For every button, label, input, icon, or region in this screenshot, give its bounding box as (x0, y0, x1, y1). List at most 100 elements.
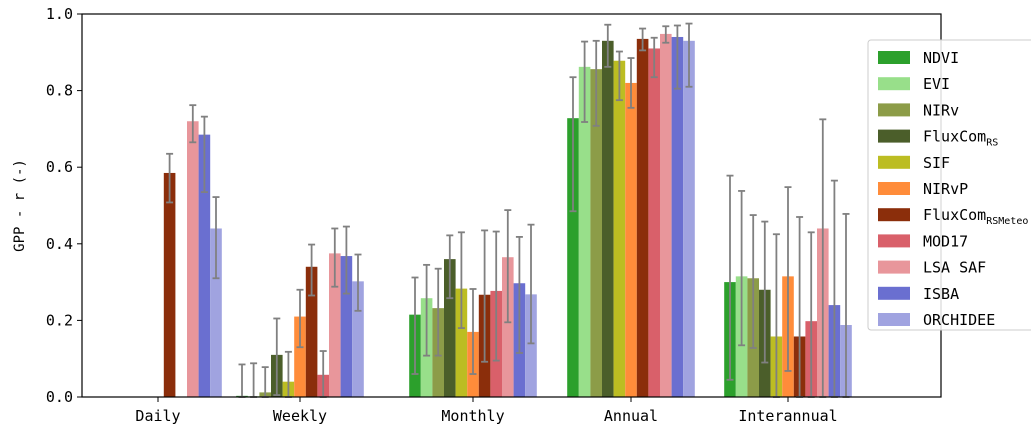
bar-orchidee-annual (683, 40, 695, 398)
errorbar-evi-monthly (423, 263, 431, 357)
bar-orchidee-weekly (352, 281, 364, 397)
errorbar-fluxcomrs-annual (604, 23, 612, 68)
legend-swatch-isba (878, 286, 910, 300)
bar-lsa-saf-weekly (329, 253, 341, 398)
errorbar-nirvp-interannual (784, 186, 792, 372)
errorbar-nirvp-monthly (469, 288, 477, 375)
errorbar-fluxcomrsmeteo-monthly (481, 229, 489, 363)
errorbar-ndvi-weekly (238, 363, 246, 398)
errorbar-evi-annual (581, 40, 589, 123)
errorbar-isba-annual (673, 24, 681, 90)
legend-label-evi: EVI (923, 75, 950, 93)
y-tick-label: 0.2 (46, 311, 73, 329)
legend-label-mod17: MOD17 (923, 232, 968, 250)
y-tick-label: 0.0 (46, 388, 73, 406)
errorbar-fluxcomrsmeteo-weekly (308, 243, 316, 297)
errorbar-mod17-monthly (492, 230, 500, 362)
errorbar-evi-interannual (738, 190, 746, 347)
legend-label-lsa-saf: LSA SAF (923, 259, 986, 277)
bar-lsa-saf-annual (660, 33, 672, 398)
errorbar-fluxcomrs-monthly (446, 234, 454, 300)
errorbar-orchidee-monthly (527, 223, 535, 345)
legend-label-ndvi: NDVI (923, 49, 959, 67)
bar-orchidee-daily (210, 228, 222, 397)
errorbar-fluxcomrsmeteo-daily (166, 152, 174, 204)
errorbar-fluxcomrs-weekly (273, 317, 281, 396)
bar-fluxcomrs-monthly (444, 259, 456, 397)
legend-swatch-lsa-saf (878, 260, 910, 274)
bar-lsa-saf-monthly (502, 257, 514, 397)
legend-swatch-fluxcomrs (878, 129, 910, 143)
bar-nirvp-annual (625, 82, 637, 397)
legend-swatch-ndvi (878, 51, 910, 64)
errorbar-sif-annual (615, 50, 623, 102)
y-tick-label: 1.0 (46, 5, 73, 23)
legend-subscript-fluxcomrs: RS (986, 138, 998, 149)
errorbar-orchidee-weekly (354, 253, 362, 312)
legend-label-isba: ISBA (923, 285, 959, 303)
bar-ndvi-annual (567, 118, 579, 398)
legend-swatch-sif (878, 155, 910, 169)
errorbar-nirvp-weekly (296, 288, 304, 349)
errorbar-sif-monthly (457, 231, 465, 329)
x-tick-label: Weekly (273, 407, 327, 425)
errorbar-ndvi-monthly (411, 276, 419, 375)
legend-label-nirv: NIRv (923, 101, 959, 119)
bar-sif-monthly (455, 288, 468, 397)
legend-swatch-orchidee (878, 313, 910, 326)
bar-mod17-annual (648, 48, 660, 397)
legend-label-orchidee: ORCHIDEE (923, 311, 995, 329)
bar-evi-annual (578, 66, 591, 397)
errorbar-lsa-saf-annual (662, 25, 670, 44)
x-tick-label: Interannual (738, 407, 837, 425)
errorbar-lsa-saf-weekly (331, 227, 339, 288)
errorbar-evi-weekly (250, 362, 258, 398)
errorbar-orchidee-daily (212, 196, 220, 280)
x-tick-label: Daily (135, 407, 180, 425)
errorbar-lsa-saf-daily (189, 104, 197, 144)
y-tick-label: 0.4 (46, 235, 73, 253)
bar-nirv-annual (590, 69, 602, 398)
x-tick-label: Monthly (441, 407, 504, 425)
legend-swatch-nirv (878, 103, 910, 117)
bar-nirvp-weekly (294, 316, 306, 397)
legend-subscript-fluxcomrsmeteo: RSMeteo (986, 216, 1028, 227)
plot-area (163, 22, 852, 398)
bar-isba-weekly (340, 256, 353, 397)
bar-isba-annual (671, 36, 684, 397)
errorbar-mod17-annual (650, 36, 658, 79)
bar-fluxcomrsmeteo-annual (636, 38, 649, 397)
y-tick-label: 0.6 (46, 158, 73, 176)
errorbar-isba-monthly (515, 236, 523, 354)
errorbar-orchidee-annual (685, 22, 693, 88)
x-tick-label: Annual (604, 407, 658, 425)
errorbar-ndvi-annual (569, 76, 577, 213)
legend-label-sif: SIF (923, 154, 950, 172)
y-tick-label: 0.8 (46, 82, 73, 100)
legend-swatch-fluxcomrsmeteo (878, 208, 910, 222)
errorbar-isba-daily (200, 115, 208, 193)
bar-isba-daily (198, 134, 211, 397)
bar-fluxcomrsmeteo-daily (163, 172, 176, 397)
bar-lsa-saf-daily (187, 121, 199, 398)
bar-orchidee-monthly (525, 294, 537, 397)
errorbar-nirvp-annual (627, 57, 635, 109)
bar-sif-annual (613, 60, 626, 397)
y-axis-label: GPP - r (-) (12, 159, 28, 252)
legend: NDVIEVINIRvFluxComRSSIFNIRvPFluxComRSMet… (867, 39, 1031, 331)
errorbar-lsa-saf-monthly (504, 209, 512, 324)
bar-fluxcomrsmeteo-weekly (305, 266, 318, 397)
legend-swatch-nirvp (878, 182, 910, 195)
legend-swatch-evi (878, 77, 910, 91)
errorbar-nirv-monthly (434, 267, 442, 357)
legend-label-fluxcomrs: FluxComRS (923, 128, 998, 149)
errorbar-nirv-annual (592, 39, 600, 127)
axes: 0.0 0.2 0.4 0.6 0.8 1.0 Daily Weekly Monthly Annu… (12, 5, 942, 425)
bar-fluxcomrs-annual (602, 40, 614, 398)
errorbar-nirv-interannual (749, 214, 757, 349)
errorbar-fluxcomrsmeteo-annual (639, 27, 647, 52)
errorbar-isba-weekly (342, 225, 350, 295)
legend-label-nirvp: NIRvP (923, 180, 968, 198)
legend-swatch-mod17 (878, 234, 910, 248)
